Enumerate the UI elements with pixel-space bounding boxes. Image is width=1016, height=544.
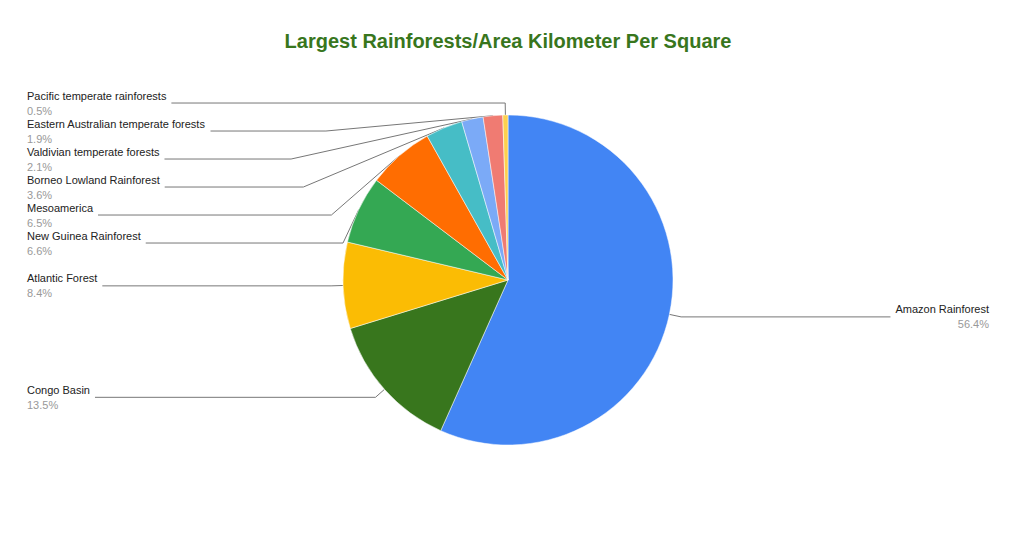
svg-text:1.9%: 1.9% [27,133,52,145]
svg-text:Mesoamerica: Mesoamerica [27,202,94,214]
svg-text:Valdivian temperate forests: Valdivian temperate forests [27,146,160,158]
svg-text:56.4%: 56.4% [958,318,989,330]
svg-text:Eastern Australian temperate f: Eastern Australian temperate forests [27,118,205,130]
svg-text:Atlantic Forest: Atlantic Forest [27,272,97,284]
svg-text:Atlantic Forest: Atlantic Forest [381,275,464,290]
svg-text:Amazon Rainforest: Amazon Rainforest [895,303,989,315]
svg-text:Borneo Lowland Rainforest: Borneo Lowland Rainforest [27,174,160,186]
svg-text:6.5%: 6.5% [27,217,52,229]
svg-text:Largest Rainforests/Area Kilom: Largest Rainforests/Area Kilometer Per S… [285,30,732,52]
svg-text:0.5%: 0.5% [27,105,52,117]
svg-text:6.6%: 6.6% [27,245,52,257]
svg-text:Amazon Rainforest: Amazon Rainforest [536,290,647,305]
svg-text:Congo Basin: Congo Basin [407,329,481,344]
svg-text:3.6%: 3.6% [27,189,52,201]
svg-text:New Guinea Rainforest: New Guinea Rainforest [27,230,141,242]
svg-text:13.5%: 13.5% [27,399,58,411]
svg-text:8.4%: 8.4% [27,287,52,299]
svg-text:Congo Basin: Congo Basin [27,384,90,396]
svg-text:2.1%: 2.1% [27,161,52,173]
svg-text:Pacific temperate rainforests: Pacific temperate rainforests [27,90,167,102]
